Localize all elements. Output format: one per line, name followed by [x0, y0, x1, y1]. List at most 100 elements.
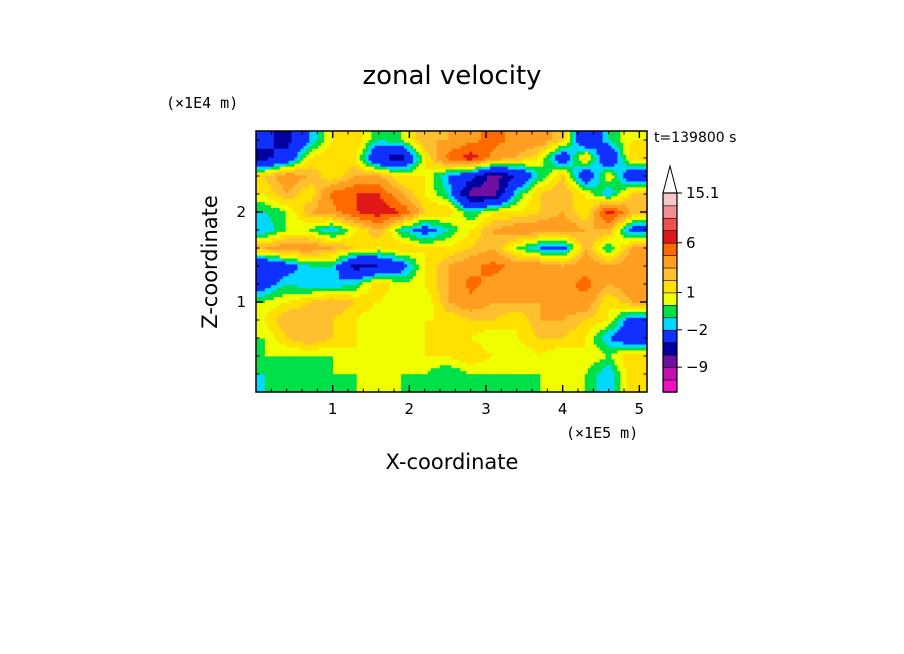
- field-cell: [392, 219, 396, 224]
- field-cell: [460, 190, 464, 194]
- field-cell: [593, 160, 598, 165]
- field-cell: [504, 154, 509, 159]
- field-cell: [418, 142, 423, 147]
- field-cell: [365, 225, 370, 230]
- field-cell: [555, 214, 559, 218]
- field-cell: [261, 172, 266, 177]
- field-cell: [552, 190, 556, 194]
- field-cell: [273, 157, 278, 162]
- field-cell: [567, 234, 571, 239]
- field-cell: [383, 240, 387, 245]
- field-cell: [448, 211, 453, 215]
- field-cell: [516, 163, 521, 168]
- field-cell: [347, 136, 352, 141]
- field-cell: [555, 139, 559, 144]
- field-cell: [389, 169, 393, 174]
- field-cell: [377, 225, 382, 230]
- field-cell: [404, 175, 408, 180]
- field-cell: [555, 234, 559, 239]
- field-cell: [398, 199, 402, 203]
- field-cell: [383, 205, 387, 209]
- field-cell: [614, 184, 618, 188]
- field-cell: [507, 225, 512, 230]
- field-cell: [617, 231, 621, 236]
- field-cell: [475, 222, 479, 227]
- field-cell: [445, 190, 450, 194]
- field-cell: [368, 172, 373, 177]
- field-cell: [481, 225, 485, 230]
- field-cell: [635, 181, 639, 185]
- field-cell: [501, 157, 506, 162]
- field-cell: [338, 225, 343, 230]
- field-cell: [528, 139, 533, 144]
- field-cell: [572, 199, 577, 203]
- field-cell: [463, 219, 467, 224]
- field-cell: [472, 225, 476, 230]
- field-cell: [463, 199, 467, 203]
- field-cell: [540, 219, 544, 224]
- field-cell: [377, 166, 382, 171]
- field-cell: [587, 166, 592, 171]
- field-cell: [374, 217, 379, 221]
- field-cell: [575, 196, 580, 200]
- field-cell: [404, 160, 408, 165]
- field-cell: [525, 181, 530, 185]
- field-cell: [294, 172, 299, 177]
- field-cell: [635, 136, 639, 141]
- field-cell: [303, 190, 307, 194]
- field-cell: [484, 240, 488, 245]
- field-cell: [581, 169, 586, 174]
- field-cell: [534, 205, 538, 209]
- field-cell: [324, 131, 328, 135]
- field-cell: [442, 193, 447, 197]
- field-cell: [445, 169, 450, 174]
- field-cell: [525, 228, 530, 233]
- field-cell: [359, 136, 364, 141]
- field-cell: [318, 240, 322, 245]
- field-cell: [572, 148, 577, 153]
- field-cell: [460, 175, 464, 180]
- field-cell: [457, 225, 461, 230]
- field-cell: [460, 148, 464, 153]
- field-cell: [632, 228, 636, 233]
- field-cell: [315, 178, 319, 183]
- field-cell: [350, 166, 355, 171]
- field-cell: [424, 136, 429, 141]
- field-cell: [362, 154, 367, 159]
- field-cell: [421, 139, 426, 144]
- field-cell: [356, 187, 361, 191]
- field-cell: [510, 237, 515, 242]
- field-cell: [466, 187, 470, 191]
- field-cell: [516, 169, 521, 174]
- field-cell: [430, 202, 435, 206]
- field-cell: [279, 178, 284, 183]
- field-cell: [330, 145, 334, 150]
- field-cell: [638, 205, 642, 209]
- field-cell: [507, 139, 512, 144]
- field-cell: [534, 131, 538, 135]
- field-cell: [605, 193, 610, 197]
- field-cell: [569, 190, 574, 194]
- field-cell: [261, 154, 266, 159]
- field-cell: [498, 139, 503, 144]
- field-cell: [300, 222, 304, 227]
- field-cell: [543, 196, 547, 200]
- field-cell: [256, 225, 260, 230]
- field-cell: [421, 166, 426, 171]
- field-cell: [644, 231, 647, 236]
- field-cell: [380, 228, 384, 233]
- field-cell: [623, 190, 627, 194]
- field-cell: [430, 131, 435, 135]
- field-cell: [448, 208, 453, 212]
- field-cell: [285, 199, 290, 203]
- field-cell: [454, 231, 459, 236]
- field-cell: [306, 240, 310, 245]
- field-cell: [350, 184, 355, 188]
- field-cell: [561, 193, 565, 197]
- field-cell: [380, 214, 384, 218]
- field-cell: [487, 208, 491, 212]
- field-cell: [469, 217, 473, 221]
- field-cell: [383, 172, 387, 177]
- field-cell: [273, 181, 278, 185]
- field-cell: [463, 163, 467, 168]
